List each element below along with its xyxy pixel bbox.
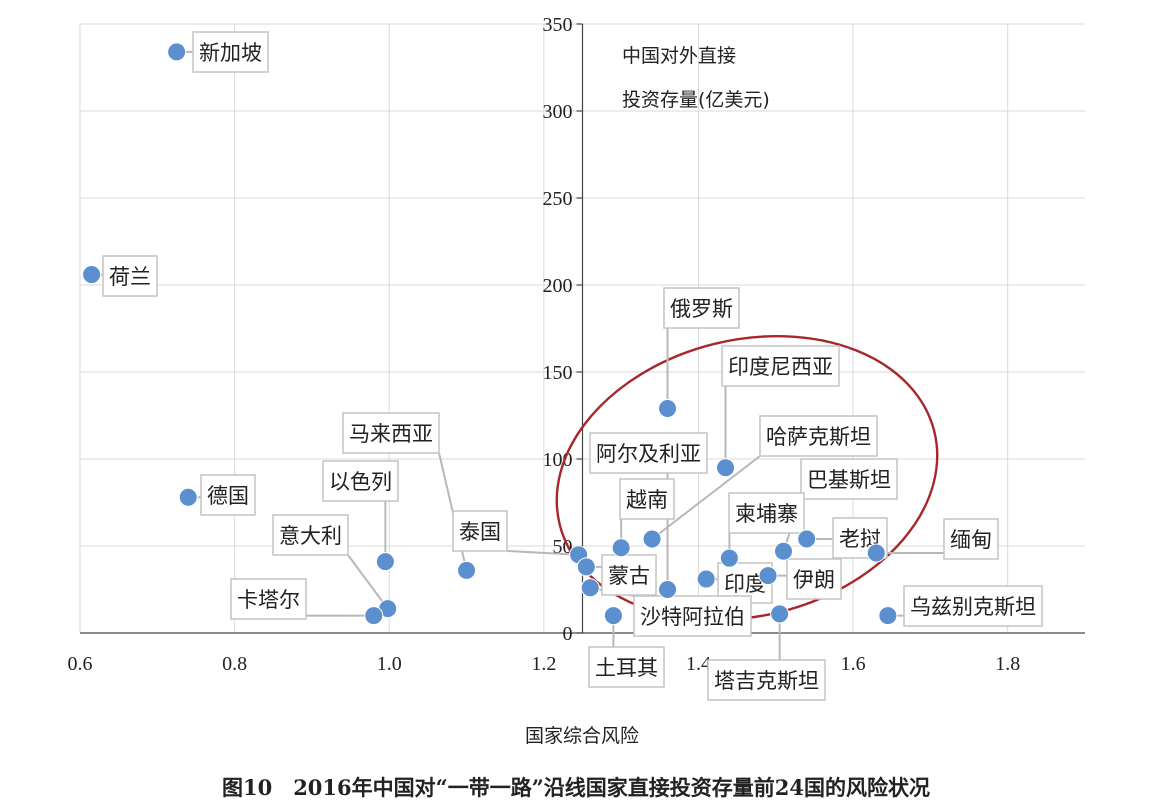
- data-point: [658, 399, 678, 419]
- point-label-box: [759, 415, 878, 457]
- point-label: 乌兹别克斯坦: [910, 595, 1036, 619]
- data-point: [878, 606, 898, 626]
- point-label: 德国: [207, 484, 249, 508]
- point-label: 塔吉克斯坦: [714, 669, 819, 693]
- point-label: 以色列: [329, 470, 392, 494]
- point-label: 巴基斯坦: [807, 468, 891, 492]
- point-label-box: [728, 492, 805, 534]
- point-label-box: [272, 514, 349, 556]
- point-label-box: [707, 659, 826, 701]
- point-label: 新加坡: [199, 41, 262, 65]
- data-point: [866, 543, 886, 563]
- point-label-box: [903, 585, 1043, 627]
- point-label-box: [589, 432, 708, 474]
- x-axis-title: 国家综合风险: [525, 725, 639, 747]
- point-label: 印度尼西亚: [728, 355, 833, 379]
- figure-caption: 图10 2016年中国对“一带一路”沿线国家直接投资存量前24国的风险状况: [222, 775, 930, 800]
- data-point: [719, 548, 739, 568]
- y-tick-label: 150: [543, 362, 573, 384]
- point-label: 土耳其: [595, 656, 658, 680]
- point-label: 阿尔及利亚: [596, 442, 701, 466]
- point-label-box: [102, 255, 158, 297]
- point-label: 荷兰: [109, 265, 151, 289]
- point-label-box: [663, 287, 740, 329]
- y-tick-label: 0: [563, 623, 573, 645]
- point-label: 俄罗斯: [670, 297, 733, 321]
- point-label: 沙特阿拉伯: [640, 605, 745, 629]
- x-tick-label: 1.2: [531, 653, 556, 675]
- data-point: [178, 487, 198, 507]
- point-label: 马来西亚: [349, 422, 433, 446]
- point-label: 蒙古: [608, 564, 650, 588]
- y-tick-label: 350: [543, 14, 573, 36]
- y-tick-label: 100: [543, 449, 573, 471]
- data-point: [167, 42, 187, 62]
- data-point: [716, 458, 736, 478]
- point-label-box: [721, 345, 840, 387]
- data-point: [758, 566, 778, 586]
- data-point: [580, 578, 600, 598]
- point-label-box: [800, 458, 898, 500]
- data-point: [364, 606, 384, 626]
- point-label: 柬埔寨: [735, 502, 798, 526]
- data-point: [642, 529, 662, 549]
- point-label: 卡塔尔: [237, 588, 300, 612]
- x-tick-label: 1.8: [995, 653, 1020, 675]
- point-label-box: [322, 460, 399, 502]
- data-point: [696, 569, 716, 589]
- x-tick-label: 0.8: [222, 653, 247, 675]
- point-label-box: [943, 518, 999, 560]
- data-point: [611, 538, 631, 558]
- data-point: [576, 557, 596, 577]
- x-tick-label: 1.6: [841, 653, 866, 675]
- data-points: [82, 42, 898, 626]
- point-label-box: [588, 646, 665, 688]
- data-point: [770, 604, 790, 624]
- axes: [80, 23, 1085, 634]
- data-point: [658, 580, 678, 599]
- x-tick-label: 0.6: [68, 653, 93, 675]
- data-point: [797, 529, 817, 549]
- data-point: [457, 560, 477, 580]
- leader-line: [651, 455, 761, 540]
- point-label-box: [192, 31, 269, 73]
- point-label: 泰国: [459, 520, 501, 544]
- y-annotation-line-1: 中国对外直接: [622, 45, 736, 67]
- point-label: 哈萨克斯坦: [766, 425, 871, 449]
- point-label-box: [633, 595, 752, 637]
- tick-labels: 0 50 100 150 200 250 300 350 0.6 0.8 1.0 1.2 1.4 1.6 1…: [68, 14, 1021, 675]
- x-tick-label: 1.0: [377, 653, 402, 675]
- y-annotation-line-2: 投资存量(亿美元): [622, 89, 770, 111]
- x-tick-label: 1.4: [686, 653, 711, 675]
- y-tick-label: 250: [543, 188, 573, 210]
- point-label-box: [452, 510, 508, 552]
- data-point: [375, 552, 395, 572]
- leader-line: [506, 550, 579, 556]
- point-label: 伊朗: [793, 568, 835, 592]
- point-label: 缅甸: [950, 528, 992, 552]
- point-label-box: [230, 578, 307, 620]
- y-tick-label: 300: [543, 101, 573, 123]
- point-label-box: [601, 554, 657, 596]
- point-label-box: [200, 474, 256, 516]
- data-point: [603, 606, 623, 626]
- point-label-box: [342, 412, 440, 454]
- data-point: [82, 265, 102, 285]
- y-tick-label: 50: [553, 536, 573, 558]
- y-tick-label: 200: [543, 275, 573, 297]
- point-label-box: [786, 558, 842, 600]
- point-label: 意大利: [279, 524, 342, 548]
- point-label-box: [619, 478, 675, 520]
- point-label: 越南: [626, 488, 668, 512]
- data-point: [774, 541, 793, 561]
- leader-line: [347, 554, 389, 610]
